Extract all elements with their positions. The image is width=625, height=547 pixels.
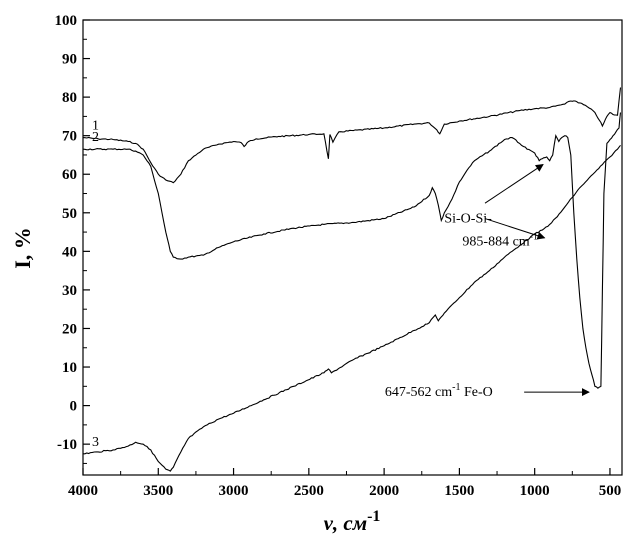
x-tick-label: 3500 xyxy=(143,483,173,499)
x-tick-label: 4000 xyxy=(68,483,98,499)
y-tick-label: 80 xyxy=(62,90,77,106)
annotation-tail: Fe-O xyxy=(460,385,492,400)
annotation-arrow xyxy=(484,218,546,240)
annotation-arrow xyxy=(484,164,544,204)
series-labels: 12 3 xyxy=(92,119,99,450)
y-tick-label: 60 xyxy=(62,167,77,183)
annotation-0: Si-O-Si- xyxy=(444,211,492,226)
series-1-label: 1 xyxy=(92,119,99,134)
y-tick-label: 0 xyxy=(70,399,78,415)
annotation-text: 647-562 cm xyxy=(385,385,452,400)
x-tick-label: 2500 xyxy=(294,483,324,499)
y-tick-label: -10 xyxy=(57,437,77,453)
series-2-line xyxy=(82,112,622,389)
y-tick-label: 30 xyxy=(62,283,77,299)
x-axis-title-sup: -1 xyxy=(367,508,380,525)
y-tick-label: 40 xyxy=(62,244,77,260)
annotation-2: 647-562 cm-1 Fe-O xyxy=(385,382,493,400)
annotation-sup: -1 xyxy=(452,382,460,393)
x-tick-label: 1000 xyxy=(520,483,550,499)
series-1-line xyxy=(82,87,622,184)
plot-frame xyxy=(82,19,623,476)
annotation-sup: -1 xyxy=(530,232,538,243)
annotation-1: 985-884 cm-1 xyxy=(462,232,538,250)
x-tick-label: 2000 xyxy=(369,483,399,499)
y-axis-title: I, % xyxy=(10,227,35,269)
annotation-text: Si-O-Si- xyxy=(444,211,492,226)
y-tick-label: 70 xyxy=(62,129,77,145)
x-tick-label: 500 xyxy=(599,483,622,499)
y-tick-label: 90 xyxy=(62,52,77,68)
series-3-label: 3 xyxy=(92,435,99,450)
tick-labels: 4000 3500 3000 2500 2000 1500 1000 500 -10 0 10 20 3… xyxy=(55,13,622,499)
series-3-line xyxy=(83,144,621,472)
y-tick-label: 10 xyxy=(62,360,77,376)
x-axis-title-main: ν, см xyxy=(324,511,368,535)
series-layer xyxy=(82,87,622,472)
y-tick-label: 100 xyxy=(55,13,78,29)
x-tick-label: 1500 xyxy=(444,483,474,499)
y-tick-label: 50 xyxy=(62,206,77,222)
x-axis-title: ν, см-1 xyxy=(324,508,381,535)
series-2-label: 2 xyxy=(92,130,99,145)
y-tick-label: 20 xyxy=(62,321,77,337)
x-tick-label: 3000 xyxy=(219,483,249,499)
annotation-text: 985-884 cm xyxy=(462,235,529,250)
axis-ticks xyxy=(82,19,611,475)
